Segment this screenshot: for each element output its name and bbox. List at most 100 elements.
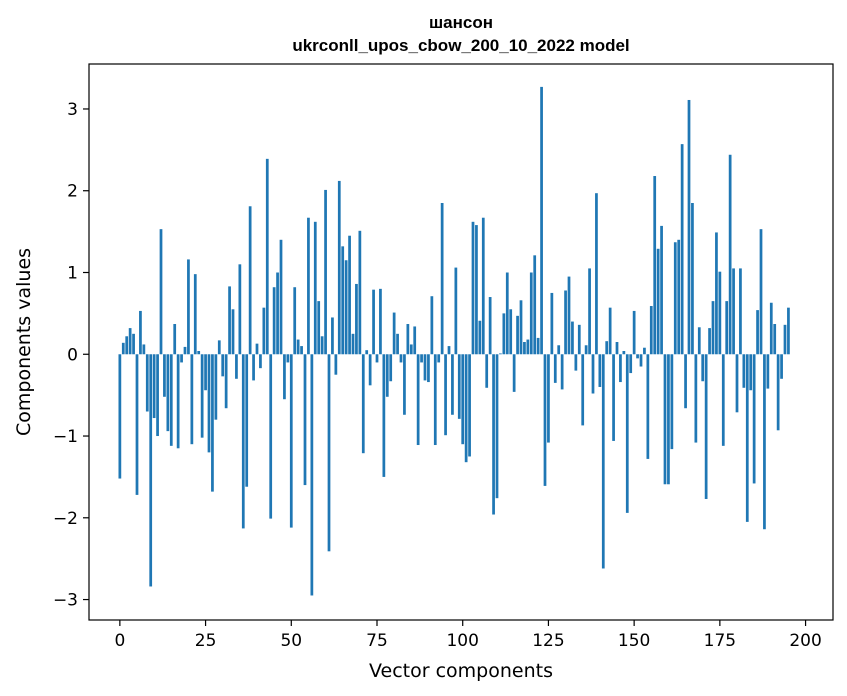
chart-subtitle: ukrconll_upos_cbow_200_10_2022 model xyxy=(292,36,629,55)
bar xyxy=(241,354,245,529)
bar xyxy=(629,354,633,374)
bar xyxy=(612,354,615,441)
bar xyxy=(499,353,502,355)
bar xyxy=(300,346,303,355)
bar xyxy=(334,354,338,375)
bar xyxy=(571,321,574,355)
bar xyxy=(756,310,759,355)
bar xyxy=(361,354,365,454)
bar xyxy=(320,336,324,355)
bar xyxy=(464,354,468,463)
bar xyxy=(639,354,643,367)
bar xyxy=(444,354,447,436)
bar xyxy=(704,354,708,499)
bar xyxy=(211,354,214,492)
bar xyxy=(708,328,711,355)
bar xyxy=(245,354,249,487)
bar xyxy=(313,221,317,355)
y-tick-label: −2 xyxy=(53,509,78,529)
bar xyxy=(591,354,595,394)
bar xyxy=(643,347,646,355)
bar xyxy=(735,354,739,413)
bar xyxy=(430,296,434,355)
bar xyxy=(159,229,163,355)
bar xyxy=(283,354,286,400)
bar xyxy=(176,354,180,449)
bar xyxy=(406,324,410,355)
bar xyxy=(694,354,698,443)
bar xyxy=(337,180,341,355)
bar xyxy=(142,344,146,355)
bar xyxy=(519,300,523,355)
bar xyxy=(509,309,513,355)
bar xyxy=(745,354,749,522)
bar xyxy=(255,343,259,355)
bar xyxy=(121,342,125,355)
bar xyxy=(742,354,746,388)
bar xyxy=(190,354,194,445)
bar xyxy=(557,345,561,355)
bar xyxy=(331,317,334,355)
plot-area-frame xyxy=(88,63,834,621)
bar xyxy=(670,354,674,450)
bar xyxy=(440,203,444,355)
bars-group xyxy=(118,86,790,596)
bar xyxy=(156,354,159,437)
bar xyxy=(471,221,475,355)
bar xyxy=(365,350,369,355)
bar xyxy=(725,301,729,355)
bar xyxy=(368,354,372,386)
bar xyxy=(584,345,588,355)
bar xyxy=(560,354,564,390)
bar xyxy=(660,225,663,355)
bar xyxy=(622,350,626,355)
bar xyxy=(632,310,636,355)
bar xyxy=(382,354,386,477)
bar xyxy=(248,206,252,355)
bar xyxy=(416,354,420,446)
bar xyxy=(317,301,321,355)
bar xyxy=(375,354,379,363)
bar xyxy=(166,354,170,432)
bar xyxy=(355,283,358,355)
bar xyxy=(228,286,231,355)
bar xyxy=(293,287,297,355)
bar xyxy=(385,354,389,397)
bar xyxy=(605,341,609,355)
bar xyxy=(691,203,694,355)
bar xyxy=(680,144,684,355)
bar xyxy=(132,333,135,355)
bar xyxy=(423,354,427,381)
bar xyxy=(252,354,255,381)
bar xyxy=(547,354,550,443)
bar xyxy=(749,354,753,391)
bar xyxy=(307,217,310,355)
bar xyxy=(485,354,489,388)
bar xyxy=(197,350,201,355)
bar xyxy=(289,354,293,528)
bar xyxy=(475,225,478,355)
bar xyxy=(780,354,783,379)
bar xyxy=(163,354,166,397)
bar xyxy=(564,290,567,355)
bar xyxy=(711,301,715,355)
bar xyxy=(224,354,228,409)
bar xyxy=(656,248,660,355)
bar xyxy=(615,342,619,355)
bar xyxy=(697,327,701,355)
bar xyxy=(214,354,218,420)
bar xyxy=(379,288,382,355)
bar xyxy=(540,86,543,355)
bar xyxy=(577,324,581,355)
bar xyxy=(200,354,204,438)
bar xyxy=(451,354,454,415)
bar xyxy=(536,337,540,355)
x-axis-label: Vector components xyxy=(369,660,553,682)
bar xyxy=(739,268,742,355)
bar xyxy=(399,354,403,363)
bar xyxy=(673,242,677,355)
y-tick-label: 1 xyxy=(67,264,78,284)
bar xyxy=(392,312,396,355)
y-tick-label: 2 xyxy=(67,182,78,202)
